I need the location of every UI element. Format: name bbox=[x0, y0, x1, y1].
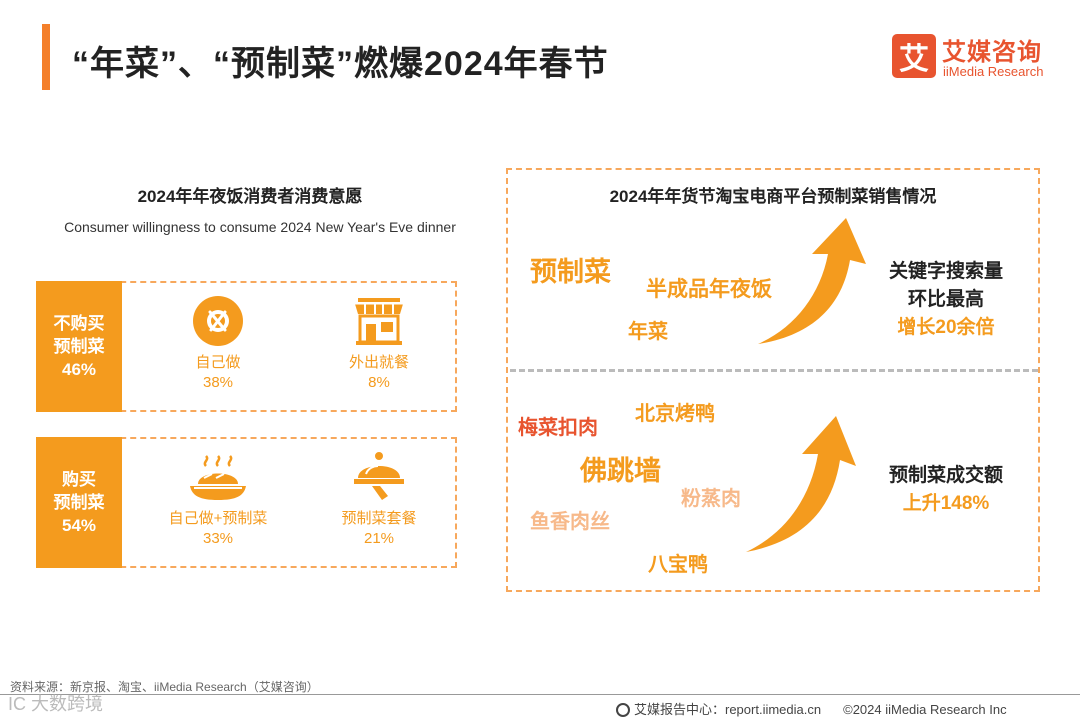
footer-info: 艾媒报告中心：report.iimedia.cn ©2024 iiMedia Re… bbox=[616, 699, 1007, 718]
group-tag-line1: 购买 bbox=[62, 470, 96, 489]
search-stat-line1: 关键字搜索量 bbox=[888, 261, 1003, 282]
right-divider bbox=[510, 369, 1038, 372]
hot-dish-icon bbox=[188, 454, 248, 502]
copyright: ©2024 iiMedia Research Inc bbox=[843, 702, 1007, 717]
logo-text-en: iiMedia Research bbox=[943, 64, 1044, 79]
group-tag-buy-prepared: 购买 预制菜 54% bbox=[36, 437, 122, 568]
fork-knife-icon bbox=[193, 296, 243, 346]
item-eat-out: 外出就餐 8% bbox=[304, 296, 454, 393]
footer-divider bbox=[0, 694, 1080, 695]
left-chart-subtitle: Consumer willingness to consume 2024 New… bbox=[64, 219, 456, 235]
item-pct: 33% bbox=[202, 530, 234, 547]
sales-stat-line1: 预制菜成交额 bbox=[888, 465, 1003, 486]
logo-icon: 艾 bbox=[892, 34, 936, 78]
item-label: 自己做+预制菜 bbox=[168, 510, 268, 527]
growth-arrow-top-icon bbox=[758, 218, 866, 344]
storefront-icon bbox=[352, 296, 406, 346]
keyword-tag: 佛跳墙 bbox=[580, 456, 661, 486]
source-note: 资料来源：新京报、淘宝、iiMedia Research（艾媒咨询） bbox=[10, 680, 319, 694]
group-tag-line2: 预制菜 bbox=[53, 493, 105, 512]
item-label: 自己做 bbox=[195, 354, 241, 371]
globe-icon bbox=[616, 703, 630, 717]
group-tag-line1: 不购买 bbox=[53, 314, 105, 333]
item-label: 外出就餐 bbox=[348, 354, 409, 371]
keyword-tag: 半成品年夜饭 bbox=[646, 278, 772, 301]
left-chart-title: 2024年年夜饭消费者消费意愿 bbox=[137, 187, 363, 206]
group-tag-pct: 46% bbox=[61, 360, 97, 379]
keyword-tag: 鱼香肉丝 bbox=[530, 511, 610, 533]
watermark: IC 大数跨境 bbox=[8, 694, 104, 714]
right-panel bbox=[506, 168, 1040, 592]
cloche-icon bbox=[352, 450, 406, 502]
sales-stat-value: 上升148% bbox=[902, 493, 990, 514]
group-tag-pct: 54% bbox=[61, 516, 97, 535]
title-accent-bar bbox=[42, 24, 50, 90]
item-cook-with-prepared: 自己做+预制菜 33% bbox=[143, 454, 293, 549]
page-title: “年菜”、“预制菜”燃爆2024年春节 bbox=[72, 45, 609, 83]
keyword-tag: 年菜 bbox=[628, 321, 668, 343]
item-pct: 21% bbox=[363, 530, 395, 547]
group-tag-no-prepared: 不购买 预制菜 46% bbox=[36, 281, 122, 412]
search-stat-value: 增长20余倍 bbox=[897, 317, 995, 338]
growth-arrow-bottom-icon bbox=[746, 416, 856, 552]
item-pct: 8% bbox=[368, 374, 390, 391]
group-tag-line2: 预制菜 bbox=[53, 337, 105, 356]
item-label: 预制菜套餐 bbox=[341, 510, 417, 527]
item-pct: 38% bbox=[202, 374, 234, 391]
report-center-link[interactable]: 艾媒报告中心：report.iimedia.cn bbox=[634, 702, 822, 717]
keyword-tag: 北京烤鸭 bbox=[635, 403, 715, 425]
item-prepared-set-meal: 预制菜套餐 21% bbox=[304, 450, 454, 549]
item-cook-self: 自己做 38% bbox=[143, 296, 293, 393]
search-stat-line2: 环比最高 bbox=[907, 289, 984, 310]
right-chart-title: 2024年年货节淘宝电商平台预制菜销售情况 bbox=[609, 187, 937, 206]
keyword-tag: 八宝鸭 bbox=[648, 554, 708, 576]
keyword-tag: 预制菜 bbox=[530, 257, 611, 287]
keyword-tag: 梅菜扣肉 bbox=[518, 417, 598, 439]
keyword-tag: 粉蒸肉 bbox=[681, 488, 741, 510]
logo-text-cn: 艾媒咨询 bbox=[942, 39, 1042, 66]
